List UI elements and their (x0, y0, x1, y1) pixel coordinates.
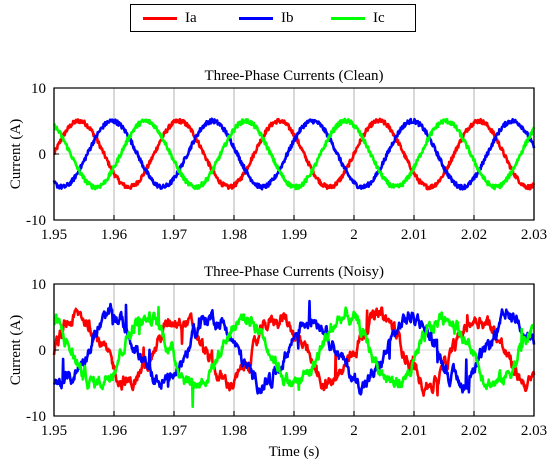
noisy-xtick-label: 1.96 (101, 423, 128, 439)
noisy-ytick-label: -10 (26, 409, 46, 425)
clean-xtick-label: 2.01 (401, 227, 427, 243)
clean-xtick-label: 2.03 (521, 227, 547, 243)
clean-series-ic-line (52, 117, 536, 191)
noisy-ytick-label: 0 (39, 343, 47, 359)
legend-swatch-ib (239, 16, 273, 20)
noisy-chart-title: Three-Phase Currents (Noisy) (204, 264, 384, 280)
noisy-y-axis-label: Current (A) (8, 315, 24, 385)
noisy-xtick-label: 2.01 (401, 423, 427, 439)
clean-series-ib-line (52, 117, 536, 191)
clean-xtick-label: 1.98 (221, 227, 247, 243)
legend-label-ib: Ib (281, 9, 294, 26)
clean-ytick-label: 0 (39, 147, 47, 163)
clean-xtick-label: 2.02 (461, 227, 487, 243)
legend-swatch-ic (331, 16, 365, 20)
noisy-xtick-label: 2.02 (461, 423, 487, 439)
noisy-series-ic-line (53, 305, 535, 409)
clean-xtick-label: 1.97 (161, 227, 188, 243)
legend: Ia Ib Ic (130, 4, 416, 32)
noisy-xtick-label: 1.97 (161, 423, 188, 439)
noisy-xtick-label: 1.95 (41, 423, 67, 439)
clean-xtick-label: 1.96 (101, 227, 128, 243)
clean-y-axis-label: Current (A) (8, 119, 24, 189)
clean-series-ia-line (53, 117, 536, 191)
clean-xtick-label: 1.99 (281, 227, 307, 243)
clean-xtick-label: 2 (350, 227, 358, 243)
legend-item-ic: Ic (331, 5, 385, 31)
legend-swatch-ia (143, 16, 177, 20)
clean-chart-title: Three-Phase Currents (Clean) (204, 68, 383, 84)
noisy-xtick-label: 2 (350, 423, 358, 439)
legend-label-ia: Ia (185, 9, 197, 26)
clean-xtick-label: 1.95 (41, 227, 67, 243)
legend-label-ic: Ic (373, 9, 385, 26)
noisy-series-ib-line (52, 299, 536, 396)
legend-item-ia: Ia (143, 5, 197, 31)
noisy-xtick-label: 1.98 (221, 423, 247, 439)
legend-item-ib: Ib (239, 5, 294, 31)
clean-ytick-label: -10 (26, 213, 46, 229)
noisy-x-axis-label: Time (s) (269, 444, 320, 460)
clean-ytick-label: 10 (31, 81, 46, 97)
noisy-xtick-label: 2.03 (521, 423, 547, 439)
noisy-xtick-label: 1.99 (281, 423, 307, 439)
noisy-ytick-label: 10 (31, 277, 46, 293)
